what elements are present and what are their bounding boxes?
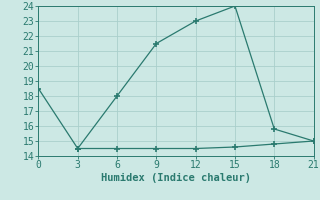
X-axis label: Humidex (Indice chaleur): Humidex (Indice chaleur) — [101, 173, 251, 183]
